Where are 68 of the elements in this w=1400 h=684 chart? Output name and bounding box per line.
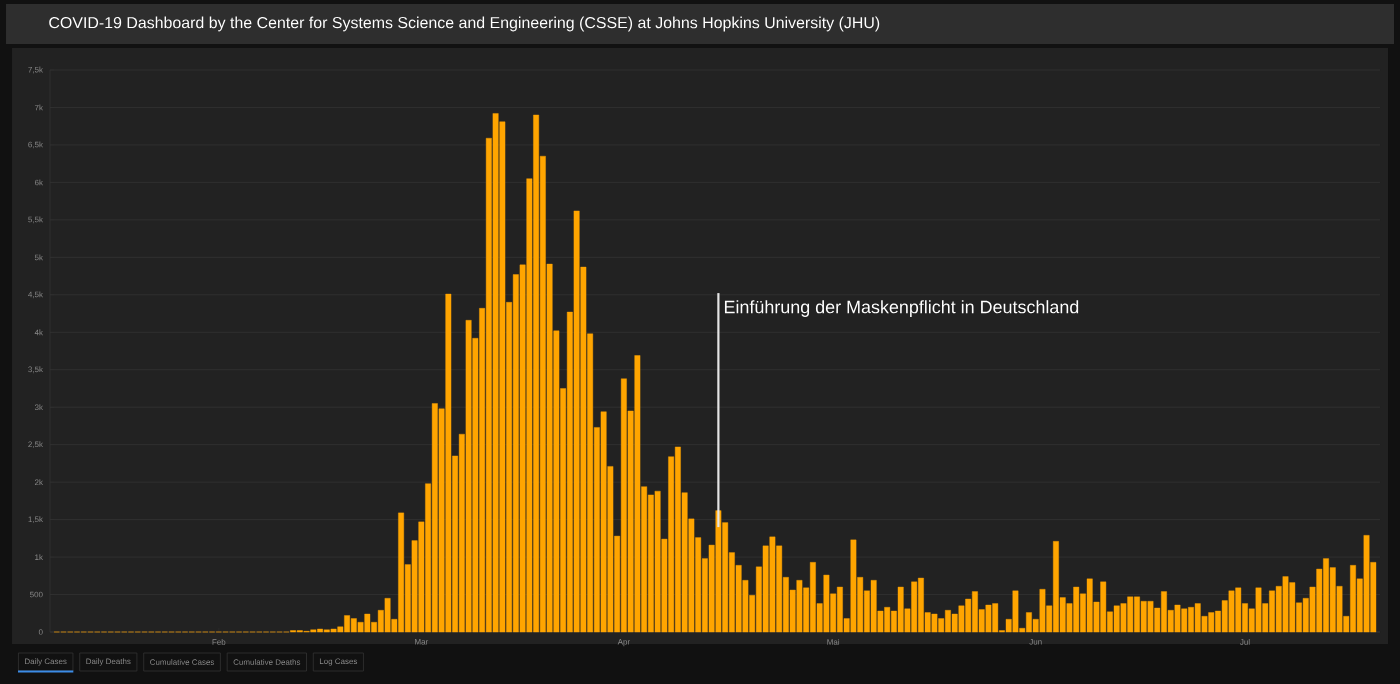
bar <box>796 580 803 633</box>
bar <box>674 446 681 633</box>
bar <box>1269 590 1275 633</box>
bar <box>431 403 438 633</box>
bar <box>938 618 945 633</box>
bar <box>965 598 972 633</box>
bar <box>445 293 452 633</box>
bar <box>1323 558 1329 633</box>
bar <box>384 598 391 633</box>
bar <box>1235 587 1242 633</box>
bar <box>1350 565 1356 633</box>
bar <box>823 574 830 633</box>
bar <box>1100 581 1107 633</box>
bar <box>1113 605 1120 633</box>
bar <box>1174 604 1181 633</box>
bar <box>1363 535 1370 633</box>
bar <box>884 607 891 633</box>
bar <box>1194 603 1201 633</box>
bar <box>1181 608 1188 633</box>
bar <box>1228 590 1235 633</box>
bar <box>1161 591 1167 633</box>
annotation: Einführung der Maskenpflicht in Deutschland <box>724 300 1079 317</box>
bar <box>1039 589 1046 633</box>
bar <box>1086 578 1093 633</box>
bar <box>1026 612 1032 633</box>
bar <box>600 411 607 633</box>
bar <box>985 604 992 633</box>
bar <box>1134 596 1140 633</box>
bar <box>951 613 958 633</box>
bar <box>573 210 580 633</box>
bar <box>850 539 857 633</box>
bar <box>398 512 404 633</box>
bar <box>810 562 816 633</box>
bar <box>499 121 506 633</box>
bar <box>911 581 918 633</box>
bar <box>1140 601 1147 633</box>
bar <box>620 378 627 633</box>
bar <box>897 586 904 633</box>
bar <box>344 615 350 633</box>
bar <box>1255 587 1262 633</box>
bar <box>350 618 357 633</box>
bar <box>1289 582 1296 633</box>
bar <box>972 591 978 633</box>
bar <box>1073 586 1080 633</box>
bar <box>634 355 641 633</box>
bar <box>931 613 938 633</box>
bar <box>870 580 877 633</box>
bar <box>492 113 499 633</box>
bar <box>945 610 951 633</box>
bar <box>1012 590 1019 633</box>
bar <box>1188 607 1194 633</box>
bar <box>364 613 371 633</box>
bar <box>769 536 776 633</box>
bar <box>715 510 722 633</box>
bar <box>1053 541 1059 633</box>
bar <box>837 586 843 633</box>
bar <box>1127 596 1134 633</box>
bar <box>654 490 661 633</box>
bar <box>1208 612 1215 633</box>
bar <box>958 605 965 633</box>
bar <box>647 494 654 633</box>
bar <box>1282 576 1289 633</box>
bar <box>533 114 540 633</box>
bar <box>1120 603 1127 633</box>
bar <box>918 577 924 633</box>
bar <box>1147 601 1154 633</box>
bar <box>465 320 472 633</box>
bar <box>992 603 999 633</box>
